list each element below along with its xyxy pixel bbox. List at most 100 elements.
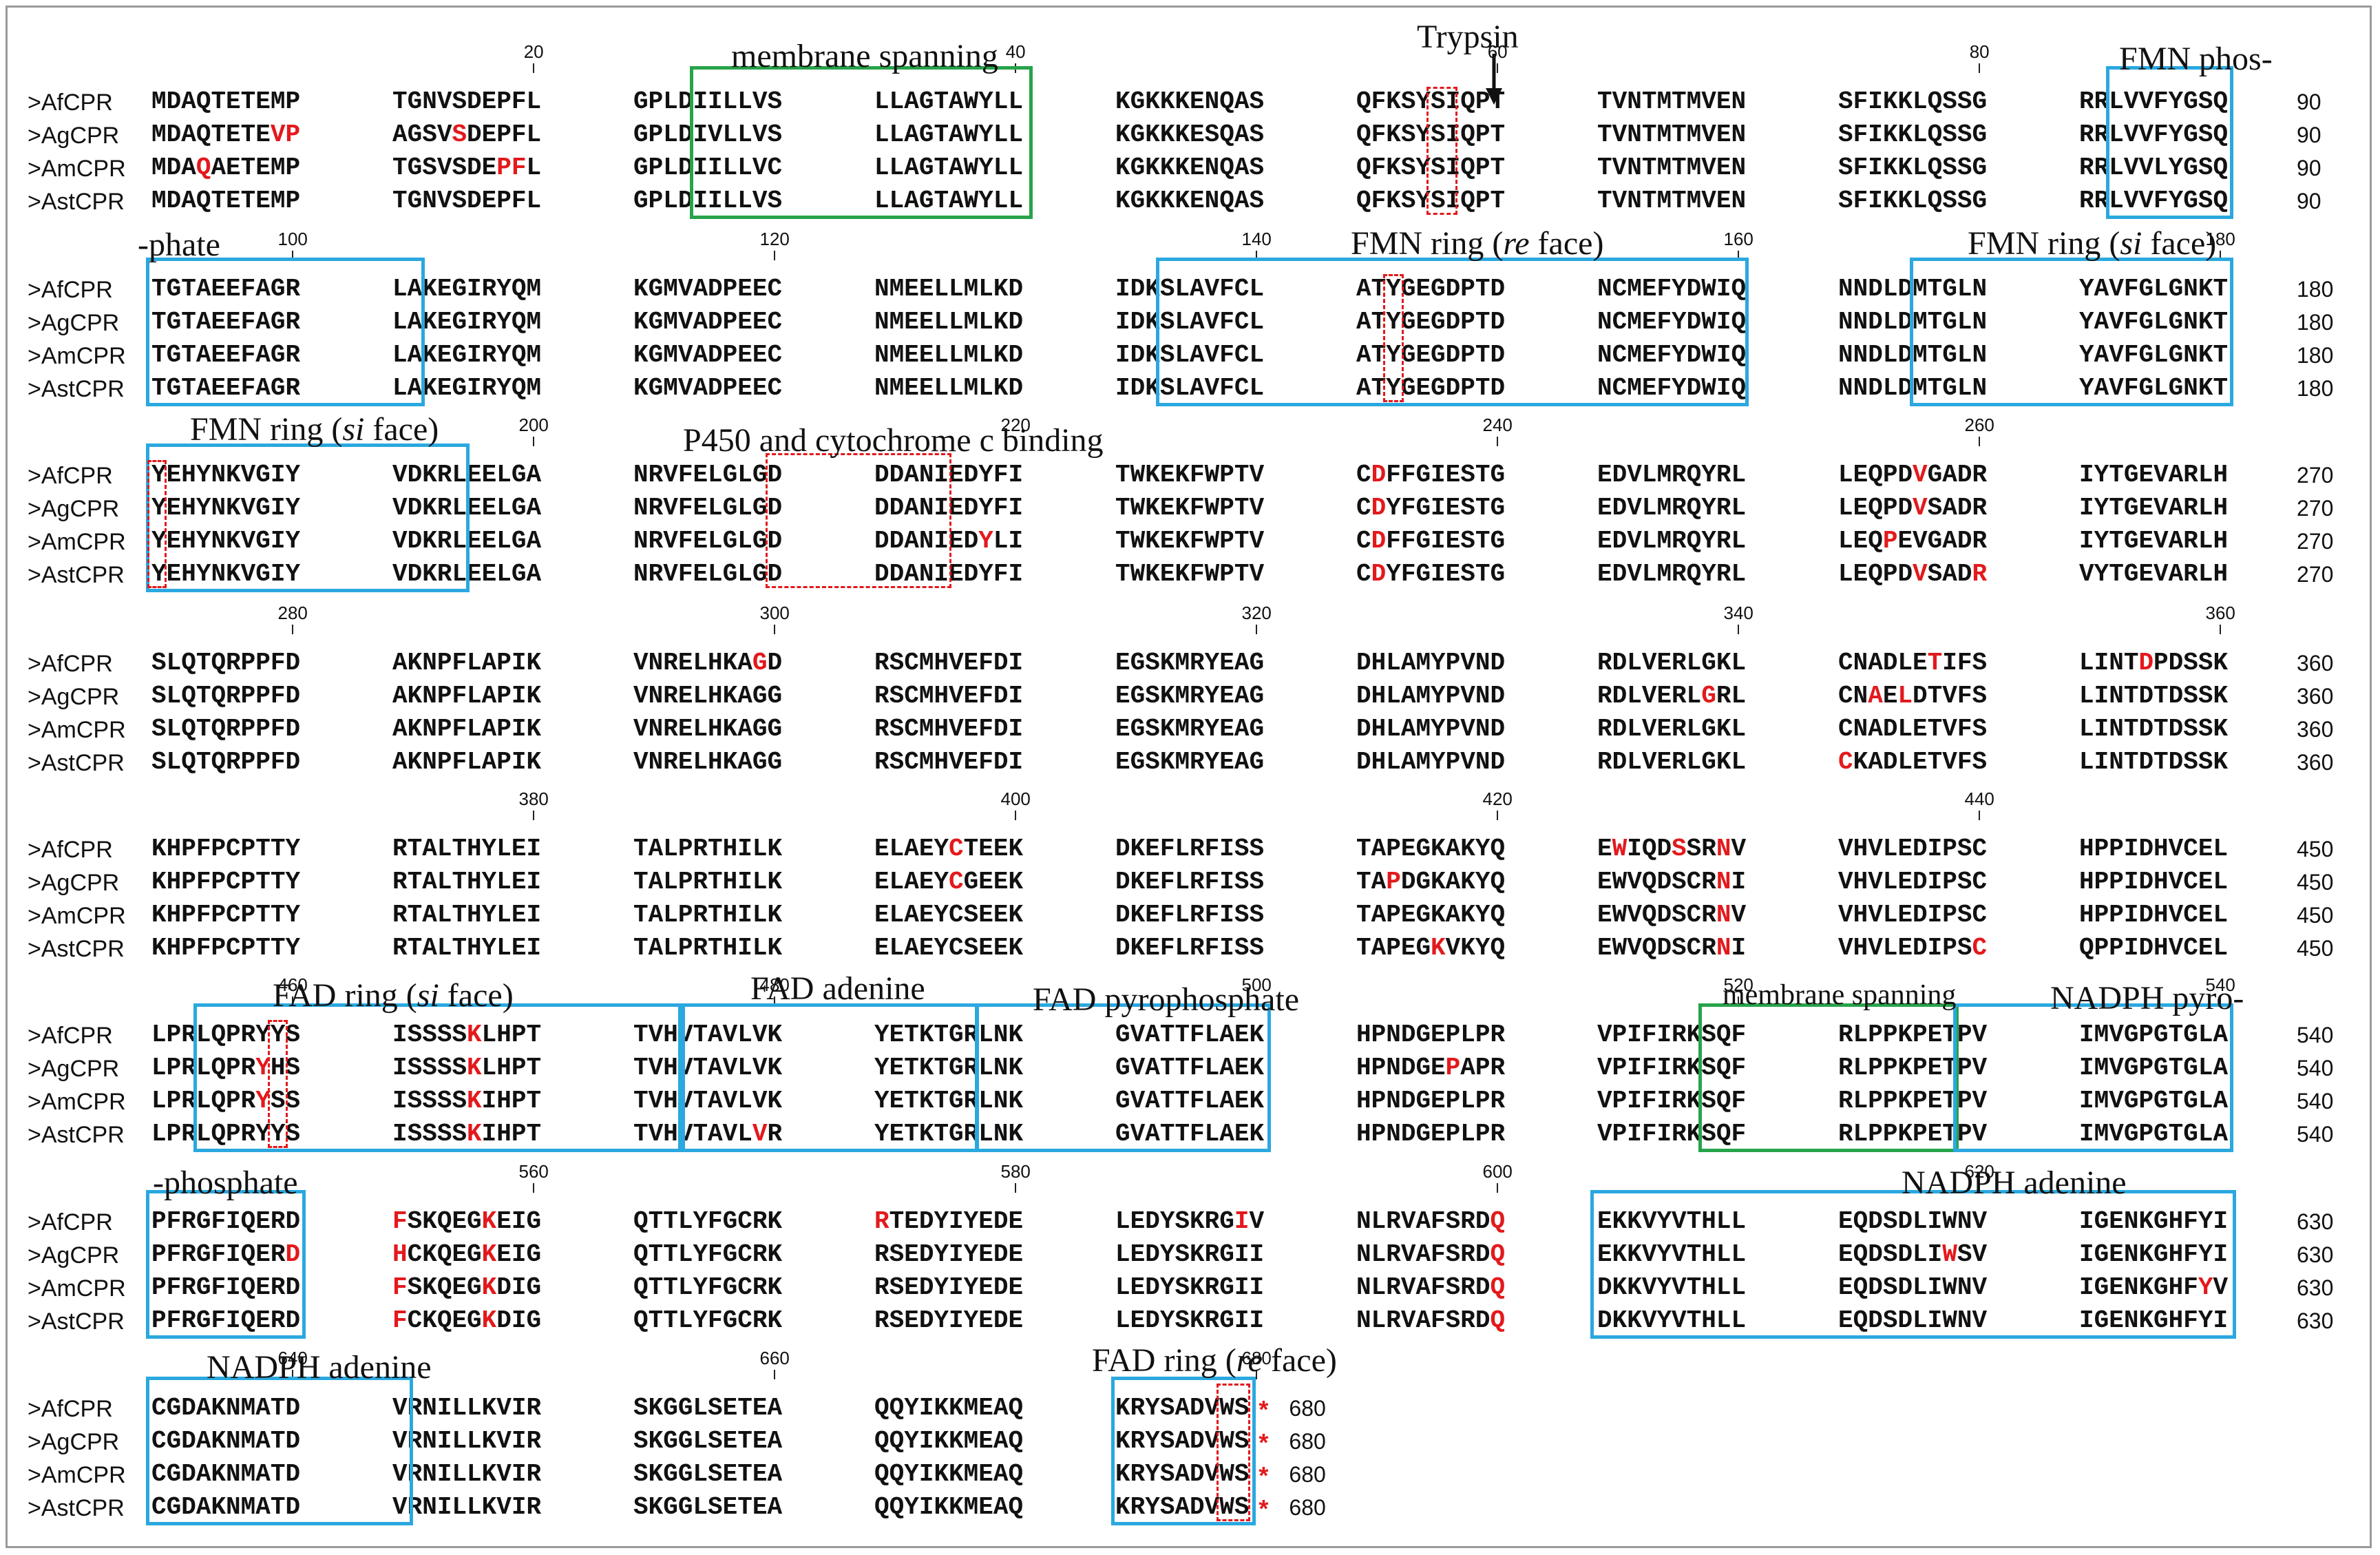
residue: L — [2109, 187, 2124, 215]
residue-group: VHVLEDIPSC — [1838, 903, 1987, 928]
residue: F — [978, 715, 993, 743]
residue: R — [1190, 682, 1205, 710]
residue: K — [722, 682, 738, 710]
residue: R — [436, 560, 452, 588]
residue: D — [874, 494, 889, 522]
residue: A — [737, 715, 752, 743]
residue: P — [722, 341, 738, 369]
residue: D — [1115, 934, 1130, 962]
residue: A — [181, 154, 196, 182]
residue: T — [2213, 308, 2229, 336]
residue: V — [1400, 1240, 1416, 1269]
residue: G — [166, 1394, 182, 1422]
residue: I — [2079, 494, 2094, 522]
residue: L — [737, 1120, 752, 1148]
residue: L — [2079, 649, 2094, 677]
residue: A — [2213, 1054, 2229, 1082]
residue: T — [392, 154, 408, 182]
residue: D — [285, 1394, 301, 1422]
residue: Y — [904, 1460, 919, 1488]
residue: D — [993, 1207, 1009, 1235]
residue: Y — [1386, 374, 1401, 402]
residue: A — [1371, 901, 1387, 929]
residue: F — [196, 901, 211, 929]
residue: I — [1656, 1087, 1672, 1115]
residue: T — [1672, 121, 1687, 149]
residue: Y — [151, 461, 167, 489]
residue: T — [526, 1054, 542, 1082]
residue: E — [904, 374, 919, 402]
residue-group: RDLVERLGKL — [1597, 750, 1746, 775]
residue: S — [1838, 187, 1853, 215]
residue: G — [767, 748, 783, 776]
residue: V — [2138, 187, 2154, 215]
residue-group: GPLDIVLLVS — [633, 123, 782, 147]
residue: T — [1475, 494, 1491, 522]
residue: R — [963, 1120, 979, 1148]
residue: Y — [1672, 341, 1687, 369]
residue: K — [1159, 682, 1175, 710]
residue: V — [1868, 901, 1883, 929]
residue: L — [436, 868, 452, 896]
sequence-name: >AfCPR — [28, 277, 113, 303]
residue: V — [1627, 527, 1642, 555]
residue: G — [2183, 1021, 2198, 1049]
residue: I — [2079, 461, 2094, 489]
residue: C — [737, 1273, 752, 1302]
residue-group: NRVFELGLGD — [633, 529, 782, 554]
residue: H — [1356, 1120, 1371, 1148]
residue: D — [1356, 748, 1371, 776]
residue: T — [737, 1460, 752, 1488]
residue: P — [240, 901, 256, 929]
residue: V — [2153, 527, 2169, 555]
residue: I — [2094, 715, 2109, 743]
residue: N — [633, 461, 649, 489]
residue: T — [270, 868, 286, 896]
residue: F — [2153, 187, 2169, 215]
residue: T — [1672, 187, 1687, 215]
residue: P — [2138, 1120, 2154, 1148]
residue: V — [1249, 560, 1265, 588]
residue: D — [1115, 901, 1130, 929]
residue: V — [1460, 649, 1475, 677]
residue: R — [181, 1207, 196, 1235]
residue: L — [737, 494, 752, 522]
residue-group: DHLAMYPVND — [1356, 717, 1505, 742]
residue: K — [2213, 682, 2229, 710]
residue: K — [1897, 87, 1913, 116]
residue: C — [1356, 560, 1371, 588]
residue: D — [1957, 494, 1972, 522]
residue: R — [874, 1207, 889, 1235]
residue: I — [1234, 1306, 1250, 1335]
residue: Q — [436, 1273, 452, 1302]
residue: V — [1204, 1427, 1220, 1455]
residue: S — [1882, 1240, 1898, 1269]
residue: M — [963, 1493, 979, 1521]
residue: L — [663, 868, 678, 896]
residue: R — [874, 649, 889, 677]
residue: L — [752, 868, 768, 896]
residue: G — [2123, 461, 2139, 489]
residue: V — [2109, 1087, 2124, 1115]
residue: E — [481, 121, 497, 149]
residue: G — [1400, 308, 1416, 336]
residue: L — [1175, 341, 1190, 369]
residue: I — [270, 461, 286, 489]
residue: R — [874, 1240, 889, 1269]
residue: C — [151, 1460, 167, 1488]
residue: G — [511, 527, 527, 555]
residue: T — [240, 121, 256, 149]
residue: L — [1627, 715, 1642, 743]
residue: L — [874, 187, 889, 215]
residue-group: NLRVAFSRDQ — [1356, 1275, 1505, 1300]
residue: I — [1731, 934, 1747, 962]
residue: L — [663, 835, 678, 863]
residue: H — [467, 901, 482, 929]
residue: I — [511, 1394, 527, 1422]
residue: T — [633, 1021, 649, 1049]
residue: G — [918, 154, 934, 182]
residue: F — [196, 868, 211, 896]
residue: G — [2183, 1120, 2198, 1148]
residue: S — [1942, 154, 1957, 182]
residue-group: MDAQAETEMP — [151, 156, 300, 180]
